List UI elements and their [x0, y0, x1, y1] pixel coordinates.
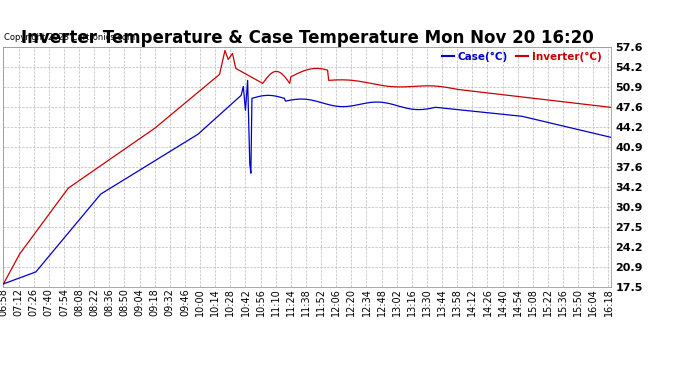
Title: Inverter Temperature & Case Temperature Mon Nov 20 16:20: Inverter Temperature & Case Temperature …: [21, 29, 593, 47]
Text: Copyright 2023 Cartronics.com: Copyright 2023 Cartronics.com: [4, 33, 135, 42]
Legend: Case(°C), Inverter(°C): Case(°C), Inverter(°C): [437, 47, 605, 66]
